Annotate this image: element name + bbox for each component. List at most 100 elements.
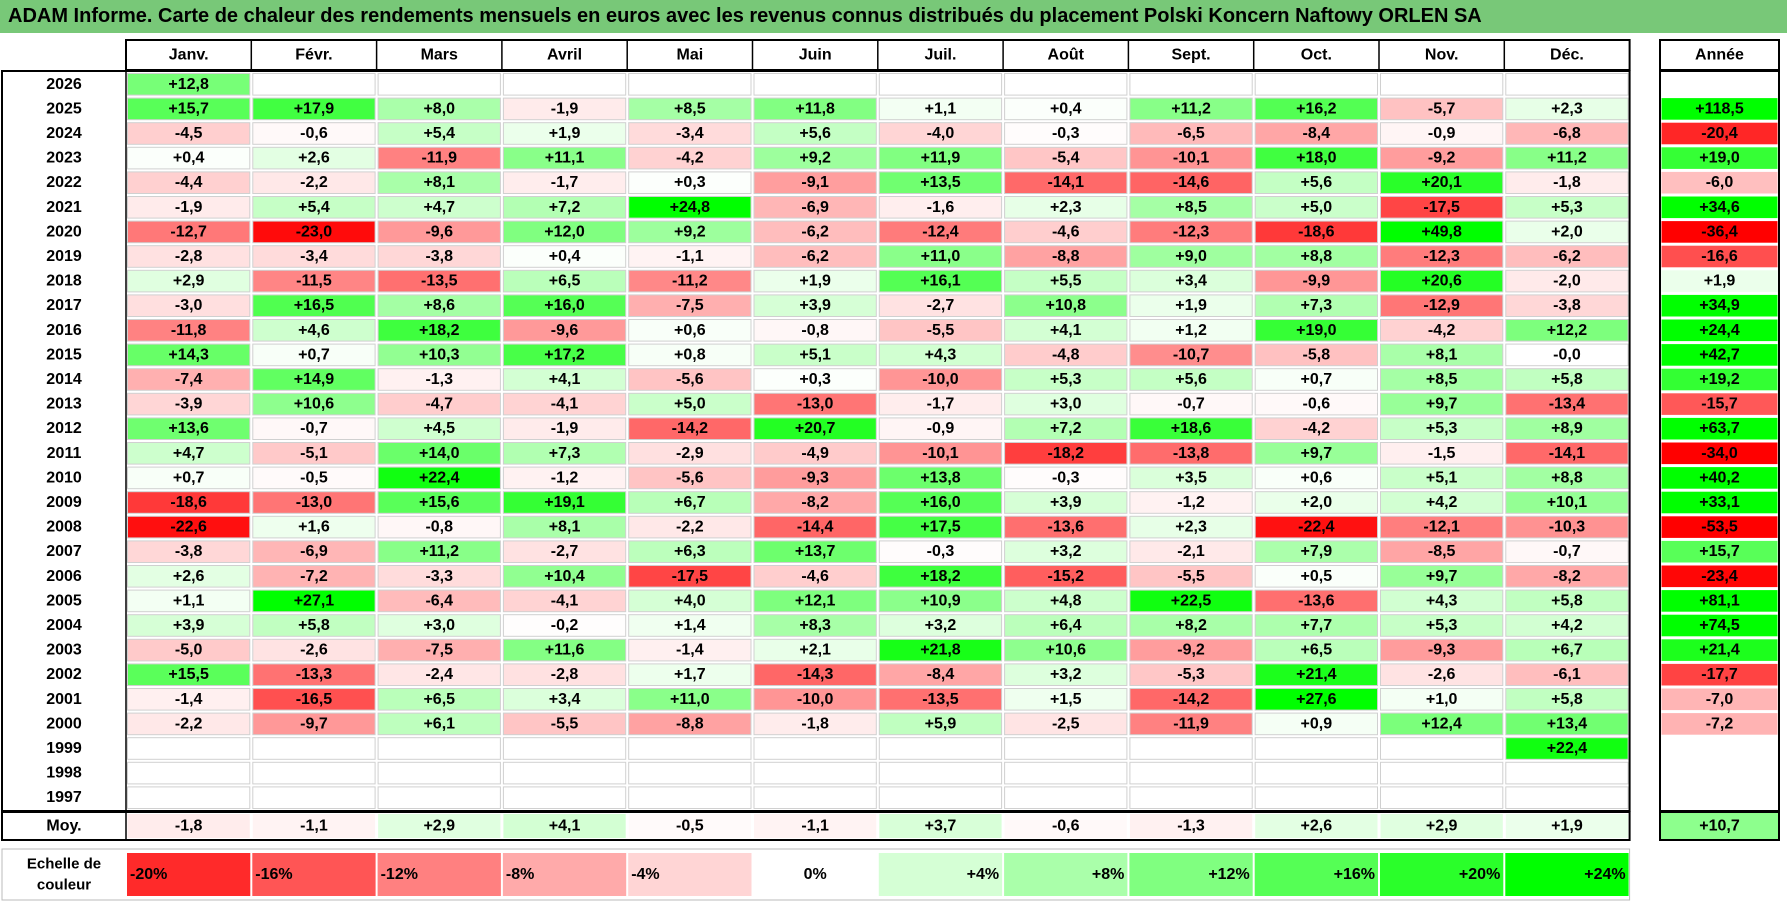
cell-value: -10,0 bbox=[922, 371, 959, 388]
heatmap-cell bbox=[878, 294, 1003, 317]
heatmap-cell bbox=[252, 663, 376, 687]
average-value: -1,8 bbox=[175, 818, 203, 835]
heatmap-cell bbox=[127, 196, 251, 219]
heatmap-cell bbox=[377, 515, 501, 539]
annual-value: -17,7 bbox=[1701, 666, 1738, 683]
heatmap-cell bbox=[1380, 343, 1504, 367]
heatmap-cell bbox=[502, 712, 627, 736]
cell-value: +3,4 bbox=[1175, 273, 1207, 290]
annual-value: +15,7 bbox=[1699, 543, 1740, 560]
cell-value: +5,1 bbox=[1426, 469, 1458, 486]
cell-value: -1,5 bbox=[1428, 445, 1456, 462]
heatmap-cell bbox=[127, 319, 251, 342]
cell-value: +5,8 bbox=[298, 617, 330, 634]
cell-value: -2,1 bbox=[1177, 543, 1205, 560]
cell-value: +10,6 bbox=[294, 396, 335, 413]
heatmap-cell bbox=[878, 146, 1003, 170]
annual-value: +19,2 bbox=[1699, 371, 1740, 388]
annual-value: -7,2 bbox=[1706, 715, 1734, 732]
heatmap-cell bbox=[1004, 663, 1128, 687]
cell-value: -0,6 bbox=[300, 125, 328, 142]
heatmap-cell bbox=[252, 368, 376, 391]
heatmap-cell bbox=[1254, 245, 1378, 268]
annual-value: -34,0 bbox=[1701, 445, 1738, 462]
heatmap-cell bbox=[127, 638, 251, 662]
cell-value: +16,0 bbox=[544, 297, 585, 314]
heatmap-cell bbox=[878, 319, 1003, 342]
cell-value: -2,4 bbox=[425, 666, 453, 683]
cell-value: +3,4 bbox=[549, 691, 581, 708]
cell-value: -8,2 bbox=[1553, 568, 1581, 585]
heatmap-cell bbox=[1254, 712, 1378, 736]
year-label: 1998 bbox=[46, 765, 82, 782]
cell-value: -8,8 bbox=[1052, 248, 1080, 265]
heatmap-cell bbox=[1254, 663, 1378, 687]
annual-cell bbox=[1661, 540, 1778, 563]
cell-value: +1,6 bbox=[298, 519, 330, 536]
cell-value: -2,8 bbox=[175, 248, 203, 265]
cell-value: -11,9 bbox=[1173, 715, 1209, 732]
heatmap-cell bbox=[377, 392, 501, 416]
cell-value: -14,1 bbox=[1549, 445, 1586, 462]
cell-value: -14,2 bbox=[1173, 691, 1210, 708]
heatmap-cell bbox=[753, 146, 877, 170]
heatmap-cell bbox=[878, 196, 1003, 219]
heatmap-cell bbox=[377, 442, 501, 465]
month-header: Mars bbox=[421, 47, 458, 64]
cell-value: +5,3 bbox=[1426, 420, 1458, 437]
heatmap-cell bbox=[252, 786, 376, 810]
heatmap-cell bbox=[502, 614, 627, 637]
average-value: -1,1 bbox=[300, 818, 328, 835]
heatmap-cell bbox=[753, 614, 877, 637]
heatmap-cell bbox=[1129, 589, 1253, 613]
cell-value: +1,9 bbox=[1175, 297, 1207, 314]
cell-value: -1,9 bbox=[551, 100, 579, 117]
heatmap-cell bbox=[377, 343, 501, 367]
annual-cell bbox=[1661, 196, 1778, 219]
cell-value: -9,6 bbox=[551, 322, 579, 339]
cell-value: +9,2 bbox=[799, 150, 831, 167]
cell-value: +10,1 bbox=[1547, 494, 1588, 511]
heatmap-cell bbox=[127, 761, 251, 785]
cell-value: +6,3 bbox=[674, 543, 706, 560]
heatmap-cell bbox=[628, 786, 752, 810]
year-label: 2010 bbox=[46, 469, 82, 486]
cell-value: +10,9 bbox=[920, 592, 961, 609]
heatmap-cell bbox=[502, 294, 627, 317]
heatmap-cell bbox=[1505, 737, 1629, 760]
cell-value: -0,3 bbox=[927, 543, 955, 560]
cell-value: -13,6 bbox=[1048, 519, 1085, 536]
annual-value: -6,0 bbox=[1706, 174, 1734, 191]
cell-value: +10,8 bbox=[1046, 297, 1087, 314]
annual-value: +40,2 bbox=[1699, 469, 1740, 486]
heatmap-cell bbox=[628, 466, 752, 490]
average-value: -1,3 bbox=[1177, 818, 1205, 835]
heatmap-cell bbox=[377, 122, 501, 145]
heatmap-cell bbox=[1505, 663, 1629, 687]
year-label: 2015 bbox=[46, 346, 82, 363]
heatmap-cell bbox=[878, 614, 1003, 637]
heatmap-cell bbox=[502, 589, 627, 613]
heatmap-cell bbox=[377, 97, 501, 121]
cell-value: -0,3 bbox=[1052, 469, 1080, 486]
cell-value: +5,6 bbox=[1301, 174, 1333, 191]
heatmap-cell bbox=[628, 491, 752, 514]
cell-value: +9,7 bbox=[1426, 396, 1458, 413]
cell-value: +16,1 bbox=[920, 273, 961, 290]
cell-value: +0,5 bbox=[1301, 568, 1333, 585]
year-label: 2026 bbox=[46, 76, 82, 93]
annual-cell bbox=[1661, 393, 1778, 415]
cell-value: -1,8 bbox=[1553, 174, 1581, 191]
heatmap-cell bbox=[127, 540, 251, 564]
heatmap-cell bbox=[1380, 442, 1504, 465]
cell-value: -4,1 bbox=[551, 396, 579, 413]
heatmap-cell bbox=[127, 491, 251, 514]
cell-value: -4,2 bbox=[1428, 322, 1456, 339]
scale-label-line2: couleur bbox=[37, 877, 91, 894]
heatmap-cell bbox=[252, 294, 376, 317]
heatmap-cell bbox=[878, 663, 1003, 687]
cell-value: -7,4 bbox=[175, 371, 203, 388]
heatmap-cell bbox=[628, 220, 752, 244]
month-header: Août bbox=[1048, 47, 1085, 64]
heatmap-cell bbox=[1505, 122, 1629, 145]
